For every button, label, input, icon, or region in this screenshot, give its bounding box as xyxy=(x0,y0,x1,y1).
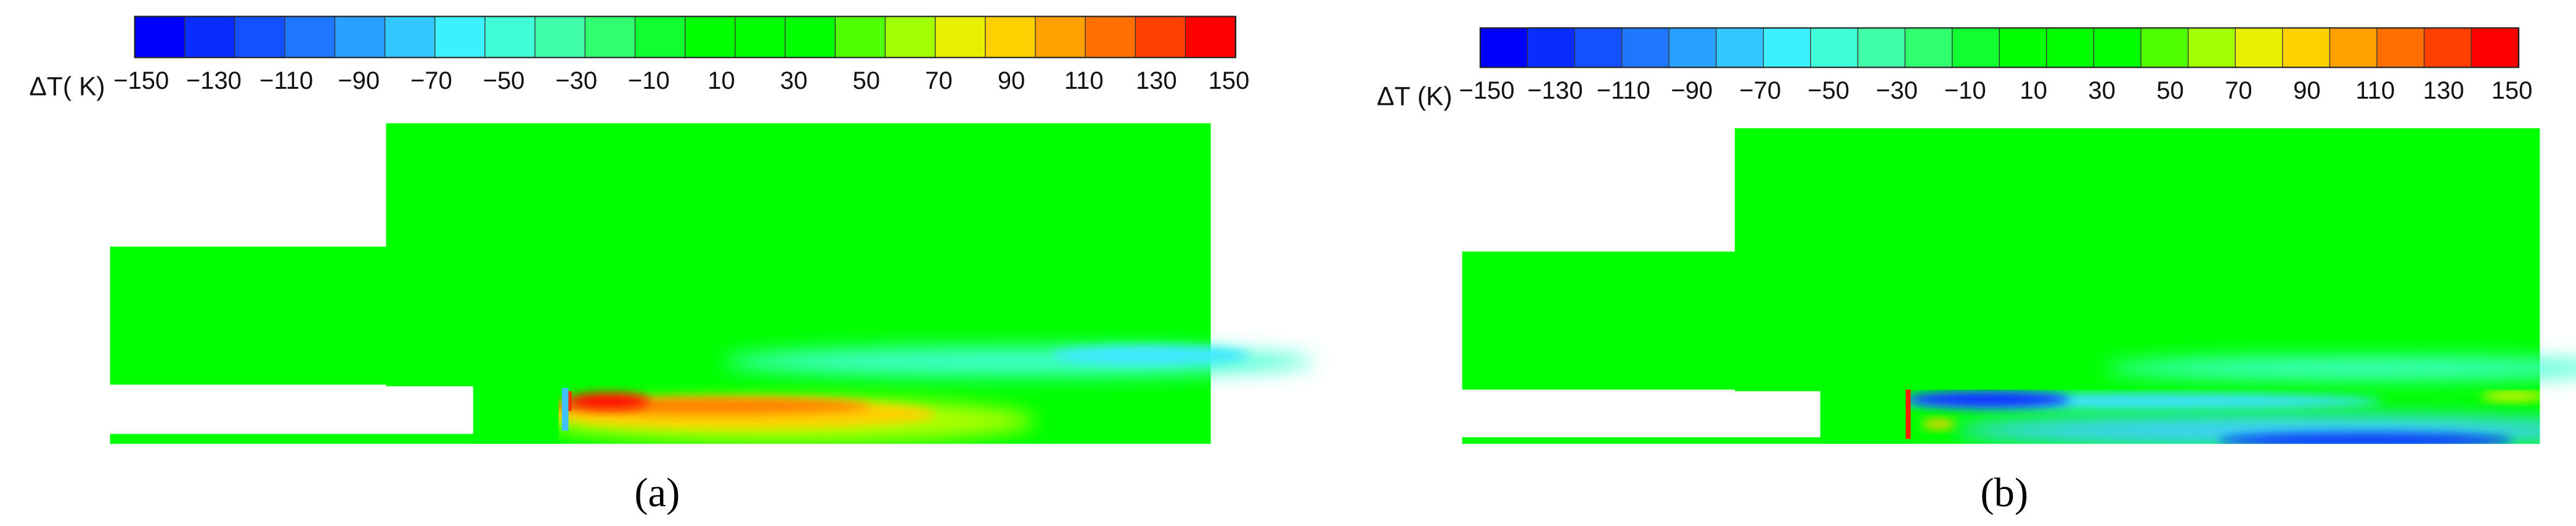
colorbar-band xyxy=(1716,27,1764,68)
colorbar-band xyxy=(484,15,536,58)
colorbar-band xyxy=(1621,27,1670,68)
colorbar-band xyxy=(1085,15,1136,58)
panel-label: (a) xyxy=(634,471,680,516)
colorbar-tick-label: −130 xyxy=(186,67,242,94)
colorbar-band xyxy=(2093,27,2142,68)
colorbar-tick-label: 150 xyxy=(1209,67,1250,94)
colorbar-band xyxy=(2376,27,2425,68)
colorbar-title: ΔT (K) xyxy=(1377,82,1452,112)
colorbar-tick-label: −90 xyxy=(338,67,380,94)
colorbar-band xyxy=(1952,27,2000,68)
colorbar-tick-label: −90 xyxy=(1671,77,1713,104)
colorbar-band xyxy=(1526,27,1576,68)
contour-field-a xyxy=(110,123,1314,444)
colorbar-band xyxy=(2329,27,2378,68)
colorbar-band xyxy=(2187,27,2236,68)
colorbar-band xyxy=(1857,27,1906,68)
colorbar-tick-label: −50 xyxy=(483,67,525,94)
colorbar-band xyxy=(234,15,286,58)
colorbar-tick-label: 30 xyxy=(780,67,807,94)
colorbar-tick-label: 150 xyxy=(2492,77,2533,104)
colorbar-tick-label: −150 xyxy=(113,67,169,94)
colorbar-band xyxy=(134,15,186,58)
colorbar-band xyxy=(684,15,736,58)
colorbar-band xyxy=(2140,27,2190,68)
colorbar-band xyxy=(1904,27,1954,68)
colorbar-frame xyxy=(1479,27,2519,68)
colorbar-tick-label: −70 xyxy=(1739,77,1781,104)
colorbar-tick-label: 10 xyxy=(2020,77,2047,104)
colorbar-tick-label: −50 xyxy=(1808,77,1849,104)
colorbar-tick-label: −70 xyxy=(410,67,452,94)
colorbar-band xyxy=(2235,27,2284,68)
colorbar-band xyxy=(934,15,987,58)
colorbar-band xyxy=(785,15,836,58)
colorbar-band xyxy=(2282,27,2331,68)
colorbar-band xyxy=(384,15,436,58)
colorbar-tick-label: 70 xyxy=(925,67,952,94)
colorbar-band xyxy=(1999,27,2048,68)
colorbar-band xyxy=(1668,27,1718,68)
colorbar-tick-label: 130 xyxy=(1136,67,1177,94)
colorbar-tick-label: 90 xyxy=(2293,77,2320,104)
colorbar-band xyxy=(334,15,386,58)
colorbar-band xyxy=(884,15,937,58)
colorbar-band xyxy=(1184,15,1237,58)
colorbar-tick-label: −110 xyxy=(259,67,313,94)
colorbar-band xyxy=(434,15,486,58)
colorbar-tick-label: 90 xyxy=(998,67,1025,94)
colorbar-band xyxy=(1574,27,1623,68)
colorbar-band xyxy=(2471,27,2520,68)
colorbar-band xyxy=(634,15,687,58)
colorbar-tick-label: 50 xyxy=(853,67,880,94)
colorbar-band xyxy=(584,15,636,58)
colorbar-band xyxy=(735,15,786,58)
colorbar-band xyxy=(1135,15,1186,58)
colorbar-frame xyxy=(134,15,1236,59)
colorbar-tick-label: 10 xyxy=(707,67,735,94)
colorbar-band xyxy=(1480,27,1528,68)
panel-label: (b) xyxy=(1980,471,2028,516)
colorbar-tick-label: 130 xyxy=(2423,77,2464,104)
colorbar-tick-label: −10 xyxy=(628,67,670,94)
colorbar-tick-label: 70 xyxy=(2225,77,2252,104)
colorbar-band xyxy=(1035,15,1086,58)
colorbar-tick-label: −10 xyxy=(1944,77,1986,104)
colorbar-band xyxy=(2046,27,2095,68)
colorbar-tick-label: −30 xyxy=(555,67,597,94)
colorbar-band xyxy=(985,15,1037,58)
colorbar-band xyxy=(534,15,586,58)
colorbar-band xyxy=(284,15,336,58)
colorbar-title: ΔT( K) xyxy=(29,72,105,102)
colorbar-tick-label: 110 xyxy=(1064,67,1104,94)
colorbar-tick-label: −130 xyxy=(1527,77,1583,104)
colorbar-band xyxy=(1763,27,1812,68)
colorbar-band xyxy=(184,15,236,58)
colorbar-tick-label: 50 xyxy=(2156,77,2183,104)
colorbar-tick-label: 30 xyxy=(2088,77,2115,104)
colorbar-band xyxy=(1810,27,1859,68)
colorbar-band xyxy=(834,15,886,58)
contour-field-b xyxy=(1462,128,2576,444)
colorbar-band xyxy=(2423,27,2472,68)
colorbar-tick-label: 110 xyxy=(2355,77,2395,104)
colorbar-tick-label: −30 xyxy=(1876,77,1918,104)
colorbar-tick-label: −150 xyxy=(1459,77,1515,104)
colorbar-tick-label: −110 xyxy=(1597,77,1650,104)
